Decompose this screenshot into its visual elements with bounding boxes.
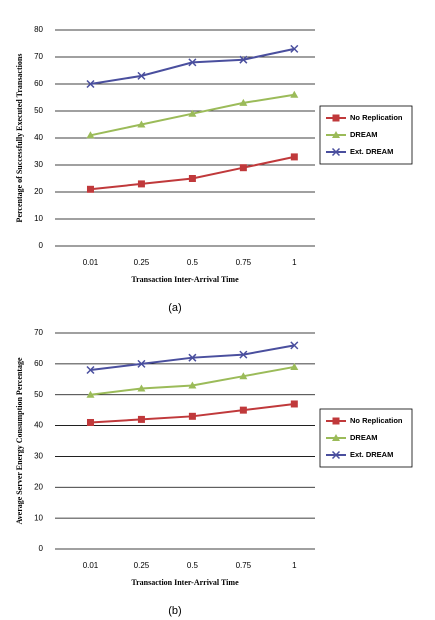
x-tick-label: 1 bbox=[292, 561, 297, 570]
marker bbox=[86, 185, 94, 193]
marker bbox=[290, 44, 299, 53]
legend-marker bbox=[331, 147, 341, 157]
legend-label: Ext. DREAM bbox=[350, 147, 393, 156]
caption: (b) bbox=[168, 605, 181, 617]
y-tick-label: 0 bbox=[39, 544, 44, 553]
marker bbox=[290, 341, 299, 350]
y-axis-label: Percentage of Successfully Executed Tran… bbox=[15, 54, 24, 223]
x-tick-label: 0.75 bbox=[236, 561, 252, 570]
legend-label: Ext. DREAM bbox=[350, 450, 393, 459]
y-axis-label: Average Server Energy Consumption Percen… bbox=[15, 357, 24, 525]
legend-label: DREAM bbox=[350, 130, 378, 139]
marker bbox=[290, 400, 298, 408]
marker bbox=[137, 384, 146, 392]
marker bbox=[86, 390, 95, 398]
y-tick-label: 80 bbox=[34, 25, 43, 34]
marker bbox=[86, 79, 95, 89]
legend-marker bbox=[332, 131, 340, 138]
x-tick-label: 0.5 bbox=[187, 258, 199, 267]
y-tick-label: 30 bbox=[34, 452, 43, 461]
x-tick-label: 0.01 bbox=[83, 258, 99, 267]
marker bbox=[290, 362, 299, 370]
x-axis-label: Transaction Inter-Arrival Time bbox=[131, 578, 239, 587]
legend-marker bbox=[331, 450, 341, 460]
y-tick-label: 40 bbox=[34, 133, 43, 142]
y-tick-label: 10 bbox=[34, 214, 43, 223]
marker bbox=[188, 412, 196, 420]
legend-marker bbox=[332, 434, 340, 441]
marker bbox=[290, 90, 299, 98]
y-tick-label: 20 bbox=[34, 482, 43, 491]
y-tick-label: 10 bbox=[34, 513, 43, 522]
caption: (a) bbox=[168, 302, 181, 314]
x-tick-label: 1 bbox=[292, 258, 297, 267]
x-axis-label: Transaction Inter-Arrival Time bbox=[131, 275, 239, 284]
marker bbox=[86, 418, 94, 426]
legend-marker bbox=[332, 417, 340, 425]
marker bbox=[239, 164, 247, 172]
legend-label: DREAM bbox=[350, 433, 378, 442]
y-tick-label: 20 bbox=[34, 187, 43, 196]
y-tick-label: 50 bbox=[34, 390, 43, 399]
y-tick-label: 50 bbox=[34, 106, 43, 115]
marker bbox=[239, 372, 248, 380]
marker bbox=[137, 71, 146, 80]
series-line bbox=[90, 155, 295, 191]
legend-label: No Replication bbox=[350, 113, 403, 122]
x-tick-label: 0.01 bbox=[83, 561, 99, 570]
y-tick-label: 40 bbox=[34, 421, 43, 430]
marker bbox=[137, 415, 145, 423]
series-line bbox=[90, 47, 295, 85]
y-tick-label: 60 bbox=[34, 359, 43, 368]
marker bbox=[239, 55, 248, 64]
x-tick-label: 0.75 bbox=[236, 258, 252, 267]
legend-label: No Replication bbox=[350, 416, 403, 425]
x-tick-label: 0.25 bbox=[134, 258, 150, 267]
marker bbox=[188, 58, 197, 67]
y-tick-label: 60 bbox=[34, 79, 43, 88]
marker bbox=[188, 109, 197, 117]
marker bbox=[86, 131, 95, 139]
y-tick-label: 70 bbox=[34, 328, 43, 337]
marker bbox=[188, 353, 197, 362]
marker bbox=[86, 365, 95, 375]
marker bbox=[239, 350, 248, 359]
series-line bbox=[90, 365, 295, 396]
marker bbox=[188, 381, 197, 389]
y-tick-label: 30 bbox=[34, 160, 43, 169]
marker bbox=[290, 153, 298, 161]
marker bbox=[239, 406, 247, 414]
y-tick-label: 0 bbox=[39, 241, 44, 250]
x-tick-label: 0.5 bbox=[187, 561, 199, 570]
y-tick-label: 70 bbox=[34, 52, 43, 61]
marker bbox=[188, 175, 196, 182]
marker bbox=[239, 98, 248, 106]
legend-marker bbox=[332, 114, 340, 122]
marker bbox=[137, 120, 146, 128]
marker bbox=[137, 180, 145, 188]
marker bbox=[137, 359, 146, 368]
x-tick-label: 0.25 bbox=[134, 561, 150, 570]
